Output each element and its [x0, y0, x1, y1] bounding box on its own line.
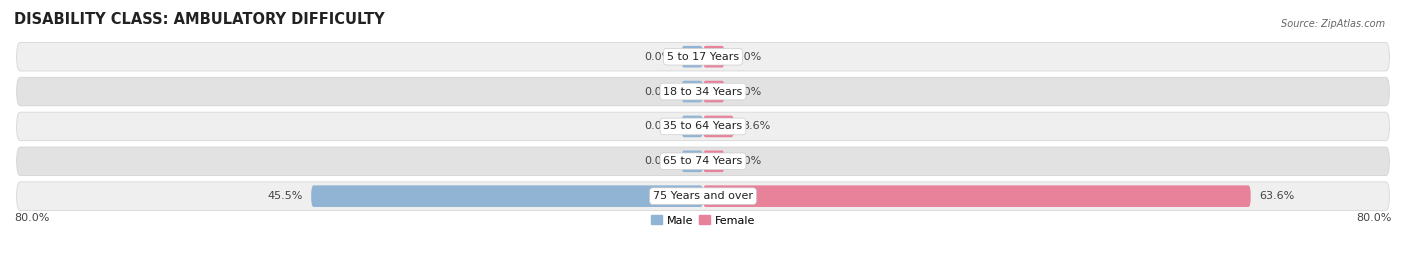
Text: 75 Years and over: 75 Years and over: [652, 191, 754, 201]
FancyBboxPatch shape: [311, 185, 703, 207]
FancyBboxPatch shape: [703, 185, 1251, 207]
Text: 80.0%: 80.0%: [1357, 213, 1392, 223]
Legend: Male, Female: Male, Female: [647, 211, 759, 230]
Text: 35 to 64 Years: 35 to 64 Years: [664, 121, 742, 132]
Text: 3.6%: 3.6%: [742, 121, 770, 132]
Text: 5 to 17 Years: 5 to 17 Years: [666, 52, 740, 62]
Text: 45.5%: 45.5%: [267, 191, 302, 201]
Text: Source: ZipAtlas.com: Source: ZipAtlas.com: [1281, 19, 1385, 29]
FancyBboxPatch shape: [682, 81, 703, 102]
Text: 63.6%: 63.6%: [1260, 191, 1295, 201]
FancyBboxPatch shape: [703, 81, 724, 102]
FancyBboxPatch shape: [17, 147, 1389, 176]
FancyBboxPatch shape: [17, 77, 1389, 106]
Text: 0.0%: 0.0%: [644, 156, 673, 166]
Text: DISABILITY CLASS: AMBULATORY DIFFICULTY: DISABILITY CLASS: AMBULATORY DIFFICULTY: [14, 12, 385, 27]
Text: 18 to 34 Years: 18 to 34 Years: [664, 87, 742, 97]
Text: 80.0%: 80.0%: [14, 213, 49, 223]
FancyBboxPatch shape: [682, 46, 703, 68]
FancyBboxPatch shape: [17, 112, 1389, 141]
Text: 65 to 74 Years: 65 to 74 Years: [664, 156, 742, 166]
FancyBboxPatch shape: [703, 150, 724, 172]
FancyBboxPatch shape: [682, 150, 703, 172]
Text: 0.0%: 0.0%: [733, 52, 762, 62]
FancyBboxPatch shape: [682, 116, 703, 137]
Text: 0.0%: 0.0%: [733, 156, 762, 166]
FancyBboxPatch shape: [703, 46, 724, 68]
Text: 0.0%: 0.0%: [644, 87, 673, 97]
FancyBboxPatch shape: [703, 116, 734, 137]
FancyBboxPatch shape: [17, 43, 1389, 71]
FancyBboxPatch shape: [17, 182, 1389, 210]
Text: 0.0%: 0.0%: [644, 52, 673, 62]
Text: 0.0%: 0.0%: [733, 87, 762, 97]
Text: 0.0%: 0.0%: [644, 121, 673, 132]
